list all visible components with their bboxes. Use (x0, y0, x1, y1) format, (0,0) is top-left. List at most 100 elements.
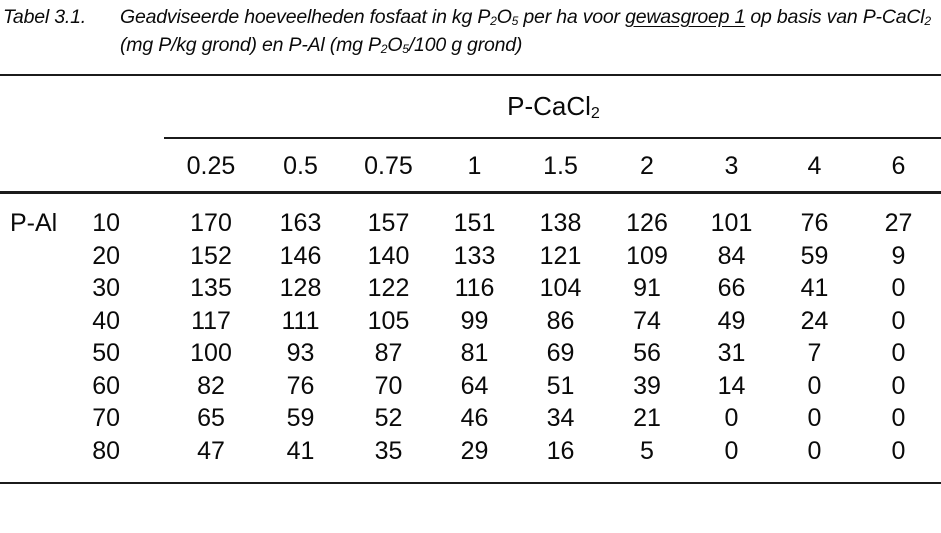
table-cell: 0 (891, 404, 906, 432)
table-cell: 146 (279, 241, 322, 270)
table-cell: 0 (891, 436, 906, 465)
table-top-rule (0, 74, 941, 76)
table-cell: 69 (546, 339, 575, 367)
table-cell: 82 (197, 371, 225, 400)
table-cell: 122 (367, 274, 410, 302)
column-header: 0.25 (186, 152, 236, 180)
table-cell: 84 (717, 241, 746, 270)
row-axis-spacer (0, 337, 78, 370)
row-label: 60 (92, 371, 120, 400)
table-cell: 100 (190, 339, 232, 367)
table-cell: 111 (281, 306, 320, 335)
table-number: Tabel 3.1. (3, 6, 86, 28)
table-cell: 41 (286, 436, 315, 465)
table-cell: 9 (891, 241, 906, 270)
table-cell: 128 (279, 274, 322, 302)
caption-subscript: 2 (380, 42, 388, 57)
table-cell: 65 (197, 404, 225, 432)
table-cell: 117 (191, 306, 231, 335)
table-cell: 21 (633, 404, 661, 432)
table-cell: 39 (633, 371, 661, 400)
table-cell: 163 (279, 209, 322, 237)
column-header-row: 0.25 0.5 0.75 1 1.5 2 3 4 6 (0, 149, 941, 183)
row-axis-spacer (0, 370, 78, 403)
table-cell: 59 (286, 404, 315, 432)
column-header: 2 (640, 152, 654, 180)
row-axis-spacer (0, 305, 78, 338)
caption-segment: op basis van (745, 6, 858, 28)
table-cell: 74 (633, 306, 661, 335)
table-cell: 76 (286, 371, 315, 400)
row-label: 50 (92, 339, 120, 367)
table-cell: 0 (891, 306, 906, 335)
column-header: 0.75 (364, 152, 413, 180)
table-caption: Tabel 3.1. Geadviseerde hoeveelheden fos… (3, 3, 933, 59)
table-cell: 157 (367, 209, 410, 237)
group-header-text: P-CaCl (507, 91, 591, 121)
caption-segment: (mg P/kg grond) en P-Al (mg P (120, 34, 381, 56)
column-header: 1 (467, 152, 482, 180)
table-cell: 99 (460, 306, 489, 335)
table-cell: 0 (724, 436, 739, 465)
table-cell: 152 (190, 241, 232, 270)
table-cell: 0 (891, 274, 906, 302)
table-cell: 151 (453, 209, 496, 237)
table-cell: 64 (460, 371, 489, 400)
column-header: 4 (807, 152, 822, 180)
table-row: 60 82 76 70 64 51 39 14 0 0 (0, 370, 941, 403)
table-cell: 16 (546, 436, 575, 465)
table-cell: 24 (800, 306, 829, 335)
table-cell: 49 (717, 306, 746, 335)
table-cell: 66 (717, 274, 746, 302)
table-cell: 52 (374, 404, 403, 432)
caption-subscript: 2 (924, 14, 931, 29)
table-cell: 121 (539, 241, 582, 270)
group-header-rule (164, 137, 941, 139)
column-header: 1.5 (543, 152, 578, 180)
caption-segment: /100 g grond) (408, 34, 523, 56)
table-cell: 87 (374, 339, 403, 367)
table-cell: 140 (367, 241, 410, 270)
column-header: 0.5 (283, 152, 318, 180)
table-bottom-rule (0, 482, 941, 484)
table-row: 30 135 128 122 116 104 91 66 41 0 (0, 272, 941, 305)
table-cell: 91 (633, 274, 661, 302)
table-cell: 0 (807, 436, 822, 465)
row-label: 30 (92, 274, 120, 302)
caption-text: Geadviseerde hoeveelheden fosfaat in kg … (120, 3, 933, 59)
row-label: 80 (92, 436, 120, 465)
caption-segment: O (387, 34, 403, 56)
caption-segment: Geadviseerde hoeveelheden fosfaat in kg … (120, 6, 491, 28)
column-group-header: P-CaCl2 (166, 89, 941, 123)
caption-segment: P-CaCl (862, 6, 925, 28)
row-axis-spacer (0, 272, 78, 305)
table-cell: 7 (807, 339, 822, 367)
table-cell: 93 (286, 339, 315, 367)
row-axis-spacer (0, 402, 78, 435)
table-cell: 51 (546, 371, 575, 400)
table-cell: 47 (197, 436, 225, 465)
caption-segment: per ha voor (518, 6, 626, 28)
table-row: 80 47 41 35 29 16 5 0 0 0 (0, 435, 941, 468)
row-axis-spacer (0, 435, 78, 468)
group-header-subscript: 2 (590, 103, 600, 122)
table-cell: 86 (546, 306, 575, 335)
table-cell: 41 (800, 274, 829, 302)
table-cell: 109 (626, 241, 668, 270)
row-axis-spacer (0, 240, 78, 273)
caption-segment: O (496, 6, 512, 28)
header-bottom-rule (0, 191, 941, 194)
table-body: P-Al 10 170 163 157 151 138 126 101 76 27 20 152 146 1… (0, 207, 941, 467)
caption-subscript: 5 (511, 14, 519, 29)
table-cell: 46 (460, 404, 489, 432)
table-cell: 70 (374, 371, 403, 400)
table-cell: 105 (367, 306, 410, 335)
caption-underlined-phrase: gewasgroep 1 (625, 6, 746, 28)
table-cell: 31 (717, 339, 746, 367)
table-cell: 101 (710, 209, 753, 237)
table-cell: 14 (717, 371, 746, 400)
table-row: P-Al 10 170 163 157 151 138 126 101 76 27 (0, 207, 941, 240)
table-cell: 0 (891, 339, 906, 367)
row-label: 40 (92, 306, 120, 335)
